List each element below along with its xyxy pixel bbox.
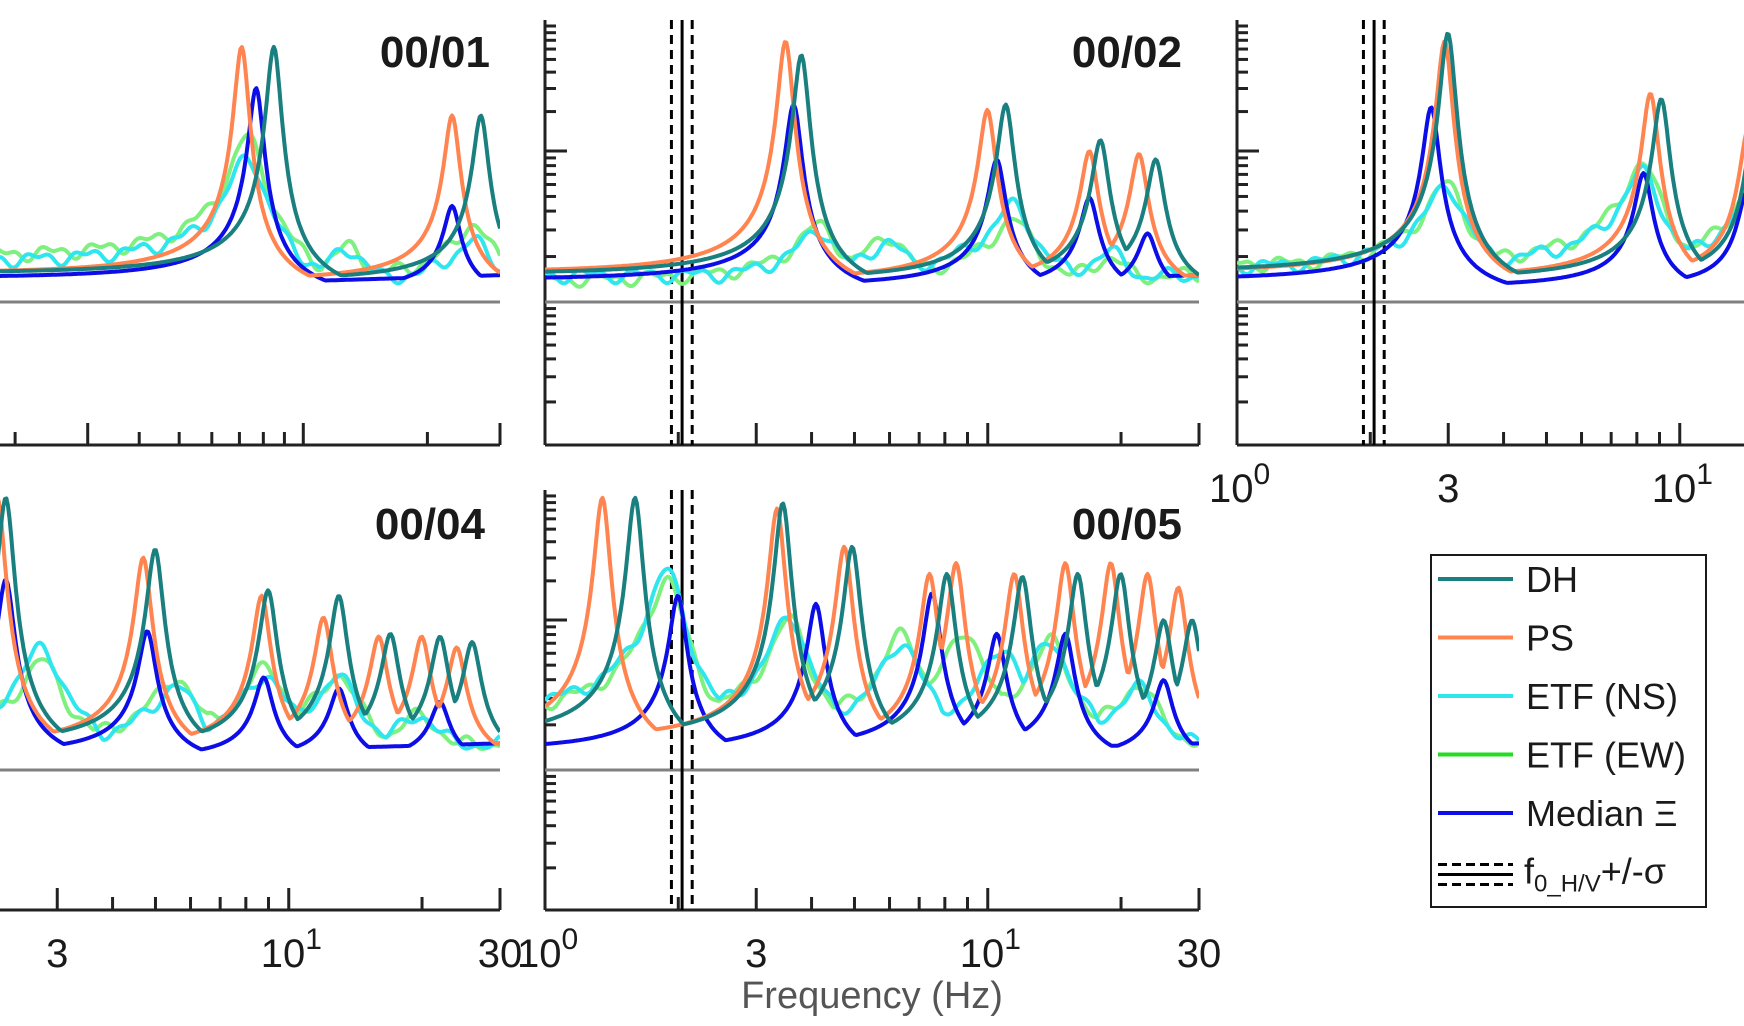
x-axis [543,888,1201,912]
f0-lines [669,20,694,445]
x-tick-label: 30 [1177,932,1222,976]
panel-1: 00/01 [0,28,502,447]
series-line-ps [0,45,500,278]
panel-title: 00/05 [1072,500,1182,549]
x-tick-label: 100 [517,923,578,976]
f0-lines [669,490,694,910]
x-tick-label: 101 [960,923,1021,976]
series-lines [545,495,1199,748]
x-tick-label: 3 [745,932,767,976]
series-lines [0,44,500,286]
series-line-dh [1237,31,1744,275]
series-line-etf-ns [0,640,500,751]
legend-label: Median Ξ [1526,793,1677,834]
panel-title: 00/01 [380,28,490,77]
series-line-etf-ns [0,153,500,286]
panels-layer: 00/01 00/02 100 3 101 3 101 30 00/04 100 3 101 30 00/… [0,20,1744,976]
series-line-dh [545,53,1199,277]
legend-item: ETF (NS) [1438,676,1678,717]
x-tick-label: 100 [1209,458,1270,511]
series-lines [0,496,500,752]
f0-lines [1361,20,1386,445]
x-tick-label: 101 [261,923,322,976]
svg-text:f0_H/V+/-σ: f0_H/V+/-σ [1524,851,1666,898]
panel-title: 00/02 [1072,28,1182,77]
panel-4: 3 101 30 00/04 [0,496,523,976]
series-line-median [545,102,1199,283]
x-axis [0,423,502,447]
series-line-etf-ew [1237,161,1744,274]
legend-item: DH [1438,559,1578,600]
legend: DH PS ETF (NS) ETF (EW) Median Ξ f0_H/V+/-σ [1430,554,1707,908]
panel-title: 00/04 [375,500,486,549]
series-line-dh [0,44,500,278]
x-tick-label: 101 [1652,458,1713,511]
series-line-ps [1237,39,1744,274]
legend-label: DH [1526,559,1578,600]
series-line-median [0,577,500,752]
legend-label: PS [1526,618,1574,659]
y-axis [543,490,567,912]
legend-item: PS [1438,618,1574,659]
legend-item: Median Ξ [1438,793,1677,834]
x-tick-label: 3 [1437,467,1459,511]
panel-5: 100 3 101 30 00/05 [517,490,1221,976]
series-line-etf-ew [545,574,1199,748]
y-axis [543,20,567,447]
legend-label: ETF (NS) [1526,676,1678,717]
x-tick-label: 30 [478,932,523,976]
panel-3: 100 3 101 [1209,20,1744,511]
series-line-median [545,591,1199,748]
series-line-etf-ew [0,131,500,276]
series-line-etf-ew [545,216,1199,289]
legend-item: ETF (EW) [1438,735,1686,776]
x-axis [0,888,502,912]
legend-item: f0_H/V+/-σ [1438,851,1666,898]
series-line-ps [545,495,1199,732]
x-axis [1235,423,1744,447]
series-line-dh [0,496,500,734]
series-line-median [1237,105,1744,285]
series-lines [1237,31,1744,285]
series-lines [545,40,1199,289]
legend-label: ETF (EW) [1526,735,1686,776]
y-axis [1235,20,1259,447]
x-axis-label: Frequency (Hz) [741,975,1003,1017]
panel-2: 00/02 [543,20,1201,447]
x-axis [543,423,1201,447]
series-line-dh [545,495,1199,727]
series-line-ps [0,499,500,746]
x-tick-label: 3 [46,932,68,976]
legend-box [1430,554,1707,908]
